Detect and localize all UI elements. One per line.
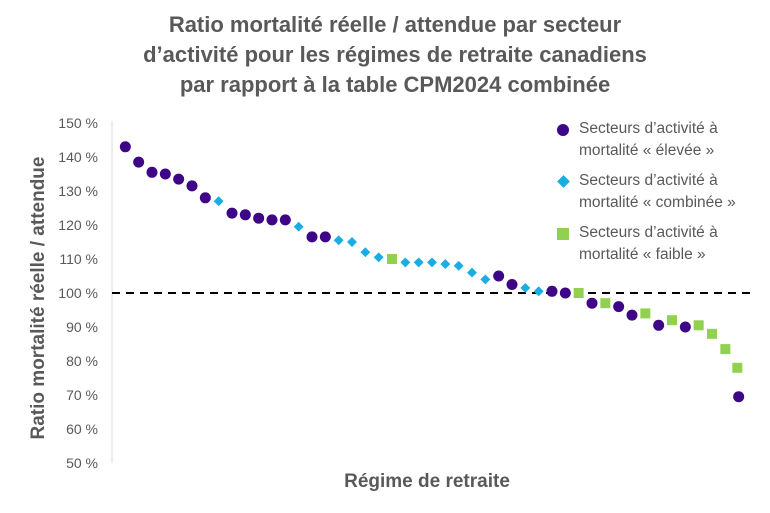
- data-point-diamond: [427, 257, 437, 268]
- chart-title: Ratio mortalité réelle / attendue par se…: [70, 10, 720, 100]
- data-point-circle: [613, 301, 625, 313]
- y-tick-label: 130 %: [58, 183, 98, 199]
- legend-label-line: mortalité « élevée »: [579, 142, 715, 159]
- data-point-circle: [306, 231, 318, 243]
- data-point-circle: [733, 391, 745, 403]
- data-points: [119, 141, 745, 403]
- y-tick-label: 120 %: [58, 217, 98, 233]
- data-point-diamond: [520, 282, 531, 293]
- data-point-circle: [186, 180, 198, 192]
- y-axis-ticks: 50 % 60 % 70 % 80 % 90 % 100 % 110 % 120 % 130 %…: [58, 115, 98, 471]
- data-point-circle: [159, 168, 171, 180]
- x-axis-title: Régime de retraite: [344, 471, 510, 492]
- y-tick-label: 60 %: [66, 421, 98, 437]
- data-point-circle: [199, 192, 211, 204]
- chart-title-line: par rapport à la table CPM2024 combinée: [179, 72, 611, 97]
- data-point-circle: [119, 141, 131, 153]
- y-tick-label: 80 %: [66, 353, 98, 369]
- legend-marker-diamond: [557, 175, 570, 188]
- legend-label-line: mortalité « combinée »: [579, 194, 736, 211]
- chart-title-line: Ratio mortalité réelle / attendue par se…: [168, 12, 622, 37]
- legend-marker-square: [557, 228, 569, 240]
- data-point-circle: [239, 209, 251, 221]
- data-point-square: [387, 254, 397, 264]
- legend-item-faible: Secteurs d’activité à mortalité « faible…: [555, 222, 765, 266]
- data-point-circle: [279, 214, 291, 226]
- data-point-diamond: [360, 247, 371, 258]
- data-point-circle: [506, 279, 518, 290]
- data-point-circle: [173, 173, 185, 185]
- legend-label-line: Secteurs d’activité à: [579, 224, 718, 241]
- data-point-square: [707, 328, 717, 339]
- data-point-circle: [226, 207, 238, 219]
- legend-label-line: mortalité « faible »: [579, 246, 706, 263]
- data-point-diamond: [467, 267, 477, 278]
- data-point-square: [600, 298, 611, 309]
- legend-label-line: Secteurs d’activité à: [579, 120, 718, 137]
- data-point-circle: [253, 212, 265, 224]
- y-tick-label: 140 %: [58, 149, 98, 165]
- data-point-diamond: [440, 259, 451, 270]
- y-tick-label: 110 %: [59, 251, 98, 267]
- data-point-circle: [319, 231, 331, 243]
- legend-item-combinee: Secteurs d’activité à mortalité « combin…: [555, 170, 765, 214]
- data-point-circle: [586, 297, 598, 309]
- legend-item-elevee: Secteurs d’activité à mortalité « élevée…: [555, 118, 765, 162]
- y-axis-title: Ratio mortalité réelle / attendue: [28, 157, 49, 440]
- data-point-square: [573, 288, 584, 298]
- data-point-diamond: [373, 252, 384, 263]
- data-point-diamond: [533, 286, 544, 297]
- data-point-diamond: [333, 235, 344, 246]
- data-point-diamond: [400, 257, 411, 268]
- data-point-circle: [133, 156, 145, 168]
- chart-title-line: d’activité pour les régimes de retraite …: [143, 42, 647, 67]
- data-point-diamond: [347, 237, 357, 247]
- data-point-square: [720, 344, 731, 355]
- data-point-square: [667, 315, 677, 326]
- legend-marker-circle: [557, 124, 569, 136]
- y-tick-label: 70 %: [66, 387, 98, 403]
- data-point-circle: [546, 285, 558, 297]
- data-point-diamond: [293, 221, 304, 232]
- y-tick-label: 100 %: [58, 285, 98, 301]
- data-point-diamond: [480, 274, 491, 285]
- data-point-circle: [626, 309, 638, 321]
- data-point-square: [732, 362, 743, 373]
- legend-label-line: Secteurs d’activité à: [579, 172, 718, 189]
- y-tick-label: 150 %: [58, 115, 98, 131]
- data-point-circle: [559, 287, 571, 299]
- y-tick-label: 90 %: [66, 319, 98, 335]
- legend: Secteurs d’activité à mortalité « élevée…: [555, 118, 765, 274]
- data-point-circle: [653, 319, 665, 331]
- data-point-circle: [266, 214, 278, 226]
- data-point-circle: [493, 270, 505, 282]
- data-point-circle: [146, 166, 158, 178]
- data-point-diamond: [413, 257, 424, 268]
- data-point-square: [640, 308, 651, 319]
- data-point-diamond: [213, 196, 224, 207]
- data-point-circle: [679, 321, 691, 333]
- y-tick-label: 50 %: [66, 455, 98, 471]
- data-point-square: [693, 320, 704, 331]
- data-point-diamond: [453, 260, 464, 271]
